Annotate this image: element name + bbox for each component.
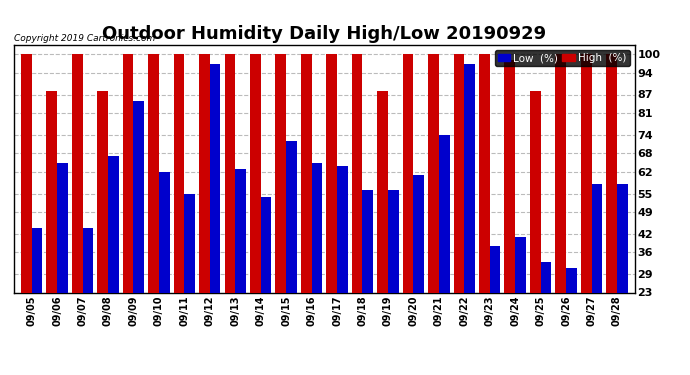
Bar (301, 54, 312, 364)
Bar (581, 54, 591, 364)
Title: Outdoor Humidity Daily High/Low 20190929: Outdoor Humidity Daily High/Low 20190929 (102, 26, 546, 44)
Bar (439, 135, 449, 364)
Bar (123, 54, 133, 364)
Bar (159, 172, 170, 364)
Bar (566, 268, 577, 364)
Bar (504, 60, 515, 364)
Legend: Low  (%), High  (%): Low (%), High (%) (495, 50, 629, 66)
Bar (72, 54, 83, 364)
Bar (464, 63, 475, 364)
Bar (326, 54, 337, 364)
Bar (32, 228, 42, 364)
Bar (428, 54, 439, 364)
Bar (413, 175, 424, 364)
Bar (275, 54, 286, 364)
Bar (174, 54, 184, 364)
Bar (530, 92, 541, 364)
Bar (108, 156, 119, 364)
Bar (97, 92, 108, 364)
Bar (362, 190, 373, 364)
Bar (490, 246, 500, 364)
Bar (21, 54, 32, 364)
Bar (210, 63, 221, 364)
Bar (515, 237, 526, 364)
Bar (235, 169, 246, 364)
Bar (555, 54, 566, 364)
Text: Copyright 2019 Cartronics.com: Copyright 2019 Cartronics.com (14, 33, 155, 42)
Bar (377, 92, 388, 364)
Bar (57, 163, 68, 364)
Bar (312, 163, 322, 364)
Bar (148, 54, 159, 364)
Bar (286, 141, 297, 364)
Bar (617, 184, 628, 364)
Bar (83, 228, 93, 364)
Bar (403, 54, 413, 364)
Bar (261, 196, 271, 364)
Bar (352, 54, 362, 364)
Bar (199, 54, 210, 364)
Bar (591, 184, 602, 364)
Bar (224, 54, 235, 364)
Bar (453, 54, 464, 364)
Bar (479, 54, 490, 364)
Bar (184, 194, 195, 364)
Bar (250, 54, 261, 364)
Bar (46, 92, 57, 364)
Bar (133, 101, 144, 364)
Bar (337, 166, 348, 364)
Bar (541, 262, 551, 364)
Bar (388, 190, 399, 364)
Bar (607, 54, 617, 364)
